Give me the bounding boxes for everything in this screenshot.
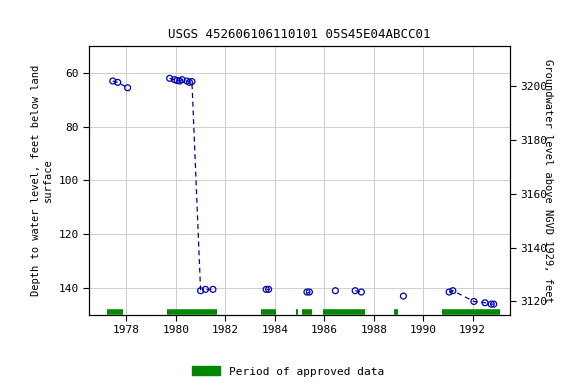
- Point: [123, 85, 132, 91]
- Point: [489, 301, 498, 307]
- Point: [302, 289, 312, 295]
- Point: [264, 286, 273, 293]
- Point: [357, 289, 366, 295]
- Point: [177, 77, 187, 83]
- Title: USGS 452606106110101 05S45E04ABCC01: USGS 452606106110101 05S45E04ABCC01: [168, 28, 431, 41]
- Point: [108, 78, 118, 84]
- Point: [113, 79, 122, 86]
- Point: [185, 79, 194, 86]
- Point: [172, 78, 181, 84]
- Point: [262, 286, 271, 293]
- Point: [187, 78, 196, 84]
- Point: [331, 288, 340, 294]
- Point: [201, 286, 210, 293]
- Point: [445, 289, 454, 295]
- Point: [305, 289, 314, 295]
- Point: [183, 78, 192, 84]
- Point: [487, 301, 496, 307]
- Point: [209, 286, 218, 293]
- Point: [170, 77, 179, 83]
- Point: [480, 300, 490, 306]
- Point: [175, 78, 184, 84]
- Point: [196, 288, 205, 294]
- Legend: Period of approved data: Period of approved data: [192, 366, 384, 377]
- Point: [399, 293, 408, 299]
- Y-axis label: Depth to water level, feet below land
surface: Depth to water level, feet below land su…: [32, 65, 53, 296]
- Y-axis label: Groundwater level above NGVD 1929, feet: Groundwater level above NGVD 1929, feet: [543, 59, 553, 302]
- Point: [448, 288, 457, 294]
- Point: [165, 75, 175, 81]
- Point: [469, 298, 479, 305]
- Point: [351, 288, 360, 294]
